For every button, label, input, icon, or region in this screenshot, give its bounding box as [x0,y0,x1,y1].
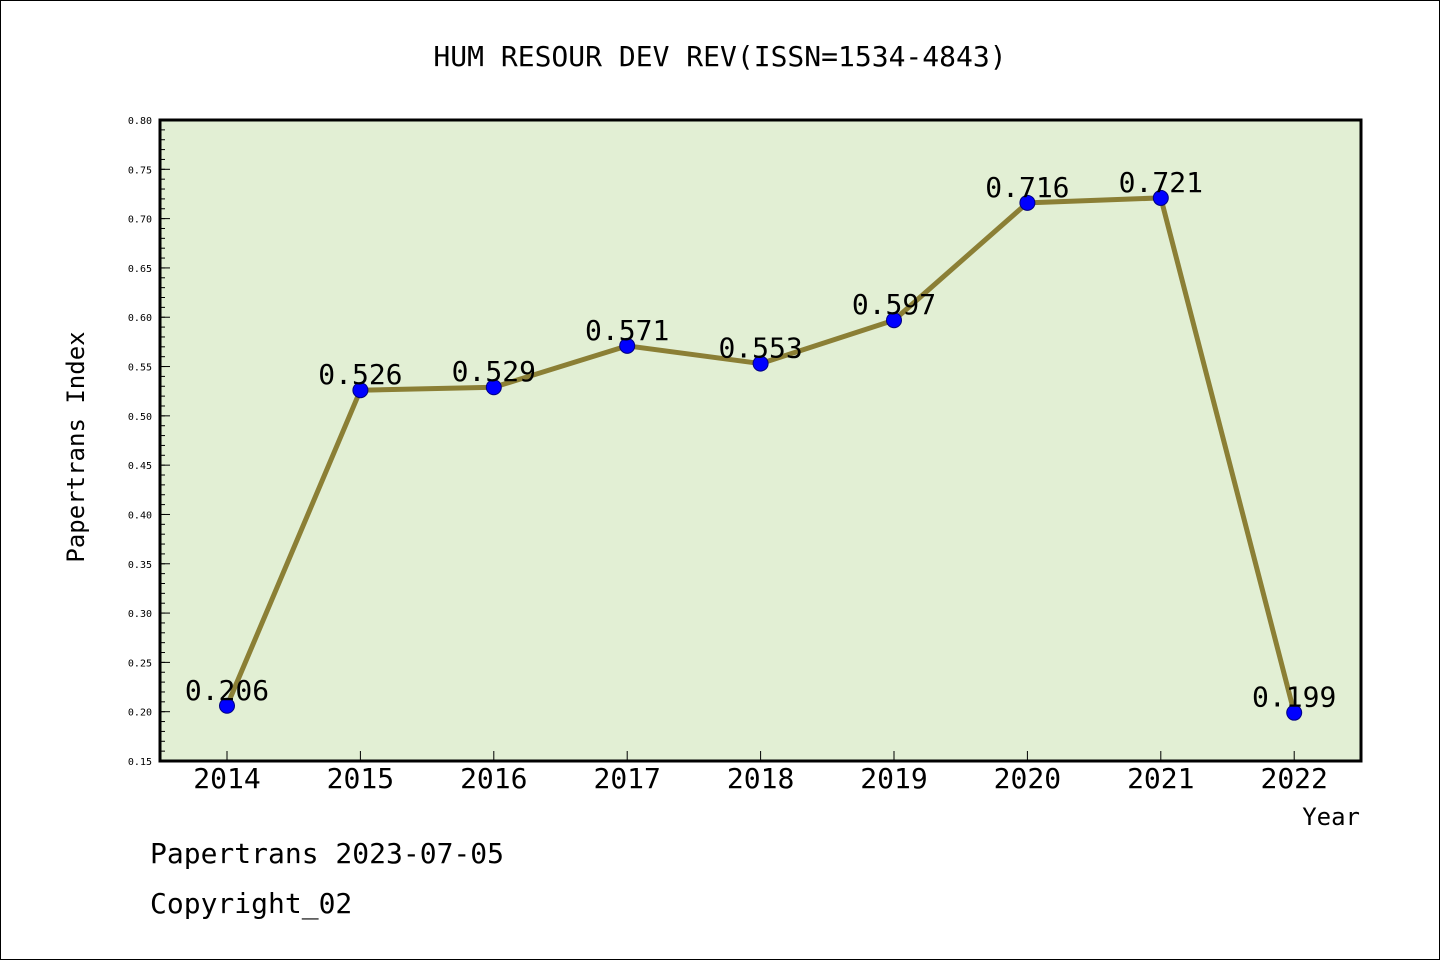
y-tick-label: 0.30 [128,609,152,620]
y-tick-label: 0.70 [128,215,152,226]
x-tick-label: 2020 [994,762,1061,795]
plot-area [158,118,1363,763]
data-point-marker [886,312,902,329]
y-tick-label: 0.15 [128,757,152,768]
data-point-label: 0.553 [718,332,802,365]
x-axis: 2014 2015 2016 2017 2018 2019 2020 2021 2022 [193,751,1328,795]
y-tick-label: 0.65 [128,264,152,275]
data-point-marker [352,382,369,399]
data-point-marker [1152,189,1169,206]
y-tick-label: 0.35 [128,560,152,571]
y-tick-label: 0.50 [128,412,152,423]
y-tick-label: 0.55 [128,363,152,374]
data-point-label: 0.571 [585,314,669,347]
x-tick-label: 2017 [593,762,660,795]
x-tick-label: 2015 [327,762,394,795]
data-labels: 0.206 0.526 0.529 0.571 0.553 0.597 0.716 0.721… [185,166,1336,714]
data-point-marker [619,337,636,354]
y-tick-label: 0.45 [128,461,152,472]
data-point-marker [485,379,502,396]
y-tick-label: 0.40 [128,510,152,521]
x-tick-label: 2018 [727,762,794,795]
y-axis: 0.15 0.20 0.25 0.30 0.35 0.40 0.45 0.50 0.55 0.60… [128,116,170,768]
data-point-label: 0.529 [452,355,536,388]
x-axis-label: Year [1302,803,1360,831]
chart-title: HUM RESOUR DEV REV(ISSN=1534-4843) [433,40,1006,73]
x-tick-label: 2016 [460,762,527,795]
data-point-marker [1019,194,1036,211]
series-markers [219,189,1303,721]
y-tick-label: 0.25 [128,658,152,669]
data-point-label: 0.199 [1252,681,1336,714]
y-tick-label: 0.20 [128,708,152,719]
x-tick-label: 2021 [1127,762,1194,795]
y-tick-label: 0.80 [128,116,152,127]
data-point-marker [219,697,235,714]
data-point-label: 0.716 [985,171,1069,204]
data-point-label: 0.526 [318,358,402,391]
y-axis-label: Papertrans Index [62,331,90,562]
y-tick-label: 0.60 [128,313,152,324]
x-tick-label: 2014 [193,762,260,795]
data-point-label: 0.721 [1119,166,1203,199]
y-tick-label: 0.75 [128,165,152,176]
data-point-label: 0.206 [185,674,269,707]
footer-date-text: Papertrans 2023-07-05 [150,837,504,870]
data-point-marker [752,355,769,372]
data-point-marker [1286,704,1303,721]
data-point-label: 0.597 [852,288,936,321]
x-tick-label: 2019 [860,762,927,795]
x-tick-label: 2022 [1260,762,1327,795]
footer-copyright-text: Copyright_02 [150,887,352,921]
